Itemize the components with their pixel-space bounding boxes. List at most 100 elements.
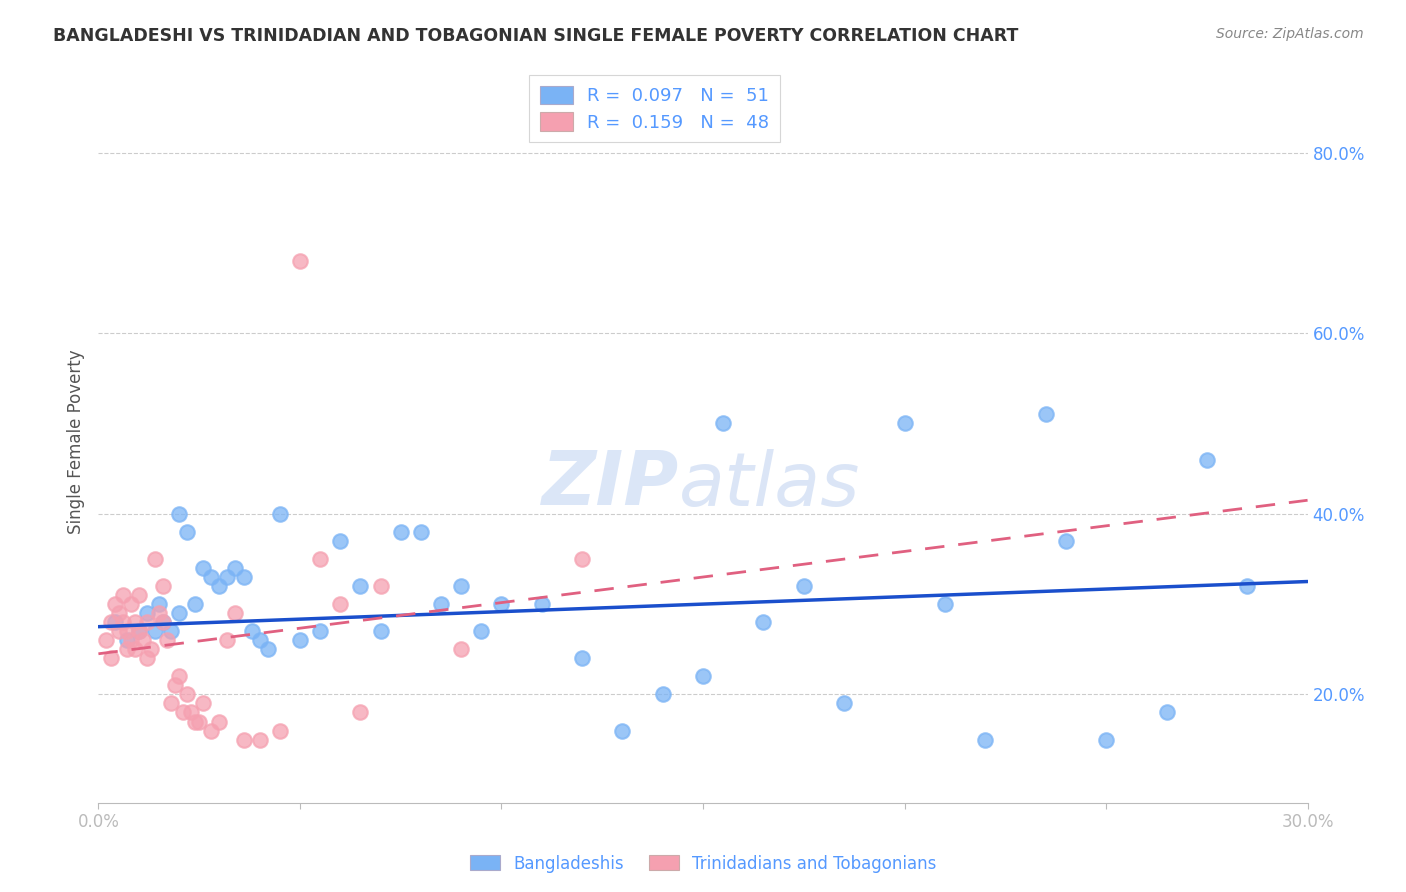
Point xyxy=(103,597,125,611)
Point xyxy=(120,633,142,648)
Point xyxy=(288,633,311,648)
Point xyxy=(217,633,239,648)
Point xyxy=(160,697,183,711)
Point xyxy=(1156,706,1178,720)
Point xyxy=(232,570,254,584)
Point xyxy=(470,624,492,639)
Point xyxy=(115,633,138,648)
Point xyxy=(288,253,311,268)
Point xyxy=(96,633,118,648)
Point xyxy=(124,615,146,630)
Point xyxy=(167,606,190,620)
Point xyxy=(450,579,472,593)
Point xyxy=(491,597,513,611)
Point xyxy=(115,624,138,639)
Point xyxy=(309,552,332,566)
Point xyxy=(193,697,215,711)
Text: atlas: atlas xyxy=(679,449,860,521)
Point xyxy=(184,714,207,729)
Point xyxy=(240,624,263,639)
Point xyxy=(103,615,125,630)
Point xyxy=(389,524,412,539)
Point xyxy=(711,417,734,431)
Point xyxy=(193,561,215,575)
Y-axis label: Single Female Poverty: Single Female Poverty xyxy=(66,350,84,533)
Point xyxy=(152,615,174,630)
Point xyxy=(208,714,231,729)
Point xyxy=(163,678,186,692)
Point xyxy=(143,552,166,566)
Point xyxy=(135,606,157,620)
Point xyxy=(269,723,291,738)
Point xyxy=(1095,732,1118,747)
Point xyxy=(135,651,157,665)
Point xyxy=(256,642,278,657)
Point xyxy=(893,417,915,431)
Point xyxy=(1035,408,1057,422)
Point xyxy=(167,507,190,521)
Point xyxy=(200,723,222,738)
Point xyxy=(152,579,174,593)
Point xyxy=(974,732,997,747)
Legend: R =  0.097   N =  51, R =  0.159   N =  48: R = 0.097 N = 51, R = 0.159 N = 48 xyxy=(529,75,780,143)
Point xyxy=(135,615,157,630)
Point xyxy=(128,624,150,639)
Point xyxy=(176,524,198,539)
Point xyxy=(349,579,371,593)
Point xyxy=(224,561,246,575)
Point xyxy=(143,624,166,639)
Point xyxy=(530,597,553,611)
Point xyxy=(132,633,155,648)
Point xyxy=(571,552,593,566)
Point xyxy=(152,615,174,630)
Text: Source: ZipAtlas.com: Source: ZipAtlas.com xyxy=(1216,27,1364,41)
Point xyxy=(107,606,129,620)
Point xyxy=(100,651,122,665)
Point xyxy=(832,697,855,711)
Point xyxy=(208,579,231,593)
Point xyxy=(124,642,146,657)
Point xyxy=(180,706,202,720)
Point xyxy=(148,606,170,620)
Point xyxy=(430,597,453,611)
Point xyxy=(128,624,150,639)
Point xyxy=(107,624,129,639)
Point xyxy=(1195,452,1218,467)
Point xyxy=(172,706,194,720)
Point xyxy=(139,642,162,657)
Point xyxy=(200,570,222,584)
Point xyxy=(409,524,432,539)
Point xyxy=(115,642,138,657)
Point xyxy=(249,732,271,747)
Point xyxy=(651,687,673,701)
Point xyxy=(349,706,371,720)
Point xyxy=(217,570,239,584)
Point xyxy=(148,597,170,611)
Point xyxy=(269,507,291,521)
Point xyxy=(111,588,134,602)
Point xyxy=(184,597,207,611)
Point xyxy=(309,624,332,639)
Point xyxy=(232,732,254,747)
Point xyxy=(188,714,211,729)
Point xyxy=(1236,579,1258,593)
Text: ZIP: ZIP xyxy=(541,449,679,522)
Point xyxy=(370,624,392,639)
Point xyxy=(612,723,634,738)
Point xyxy=(329,597,352,611)
Point xyxy=(120,597,142,611)
Point xyxy=(224,606,246,620)
Point xyxy=(450,642,472,657)
Point xyxy=(176,687,198,701)
Point xyxy=(100,615,122,630)
Point xyxy=(934,597,956,611)
Point xyxy=(1054,533,1077,548)
Point xyxy=(167,669,190,683)
Point xyxy=(128,588,150,602)
Point xyxy=(156,633,179,648)
Point xyxy=(249,633,271,648)
Point xyxy=(752,615,775,630)
Legend: Bangladeshis, Trinidadians and Tobagonians: Bangladeshis, Trinidadians and Tobagonia… xyxy=(463,848,943,880)
Point xyxy=(370,579,392,593)
Point xyxy=(160,624,183,639)
